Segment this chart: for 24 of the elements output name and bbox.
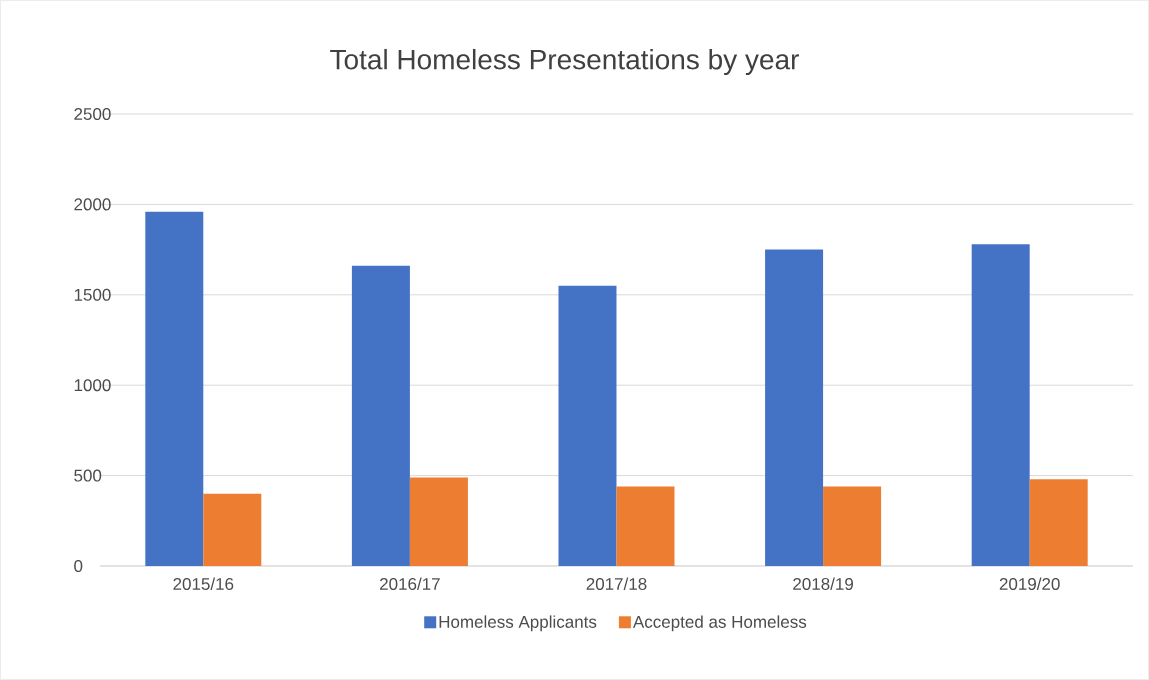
y-tick-label: 500 [74, 469, 102, 482]
bar [351, 265, 410, 566]
bar [1029, 479, 1088, 566]
y-tick-label: 2500 [74, 107, 111, 121]
x-tick-label: 2018/19 [793, 577, 853, 591]
x-tick-label: 2016/17 [380, 577, 440, 591]
chart-title: Total Homeless Presentations by year [330, 48, 799, 76]
bar [765, 249, 824, 566]
x-tick-label: 2017/18 [586, 577, 647, 591]
legend-label: Homeless Applicants [439, 615, 597, 632]
bar [203, 493, 262, 566]
bar [558, 285, 617, 566]
bar [145, 211, 204, 566]
y-tick-label: 1500 [74, 288, 111, 301]
bar [823, 486, 882, 566]
bar [971, 244, 1030, 566]
bar [409, 477, 468, 566]
y-tick-label: 0 [74, 559, 83, 573]
bar [616, 486, 675, 566]
y-tick-label: 2000 [74, 198, 111, 211]
x-tick-label: 2015/16 [173, 577, 234, 591]
y-tick-label: 1000 [74, 379, 111, 392]
legend-label: Accepted as Homeless [632, 615, 807, 632]
x-tick-label: 2019/20 [999, 577, 1060, 591]
